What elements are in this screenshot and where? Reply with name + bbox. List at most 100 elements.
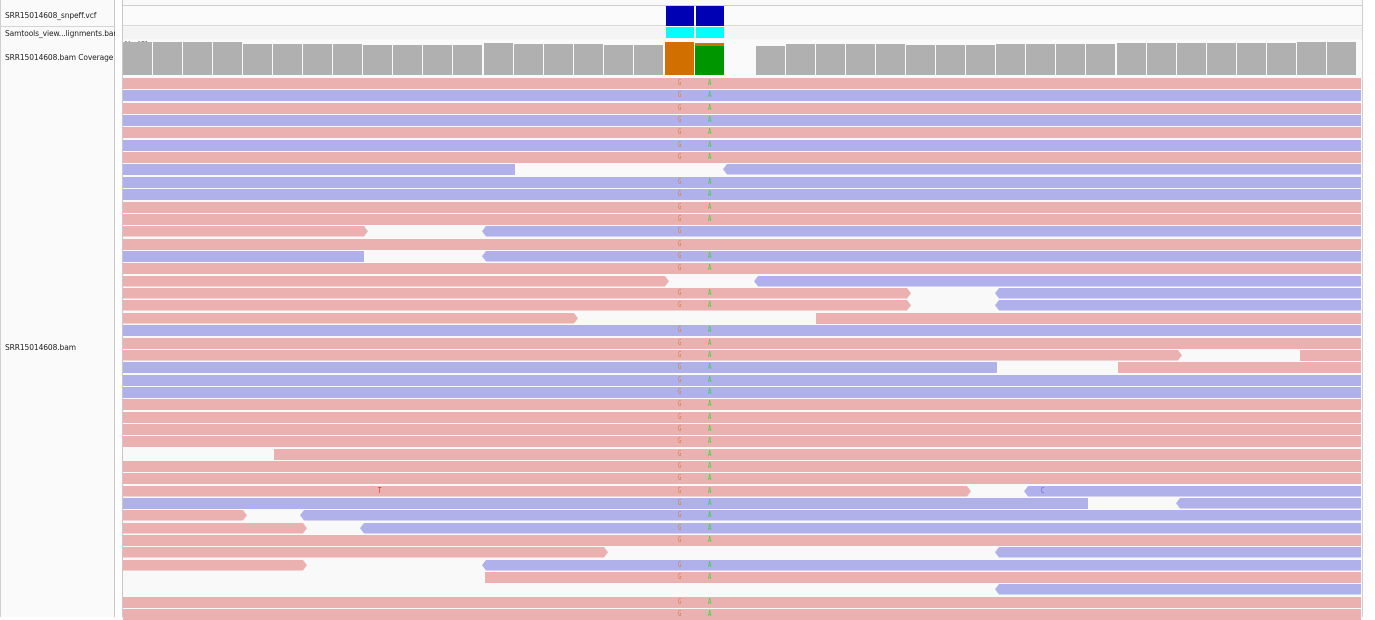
junction-track-label[interactable]: Samtools_view...lignments.bam	[5, 29, 121, 38]
coverage-bar[interactable]	[1117, 43, 1146, 75]
read-alignment[interactable]	[123, 510, 247, 521]
allele-frequency-bar[interactable]	[695, 43, 724, 46]
coverage-track-label[interactable]: SRR15014608.bam Coverage	[5, 53, 114, 62]
vcf-track[interactable]	[123, 5, 1362, 26]
read-alignment[interactable]	[816, 313, 1361, 324]
coverage-bar[interactable]	[1177, 43, 1206, 75]
coverage-bar[interactable]	[574, 44, 603, 75]
coverage-bar[interactable]	[1267, 43, 1296, 75]
coverage-bar[interactable]	[1086, 44, 1115, 75]
coverage-bar[interactable]	[1237, 43, 1266, 75]
read-alignment[interactable]	[123, 164, 515, 175]
coverage-bar[interactable]	[996, 44, 1025, 75]
read-alignment[interactable]	[123, 313, 578, 324]
coverage-bar[interactable]	[484, 43, 513, 75]
read-alignment[interactable]	[123, 251, 364, 262]
read-alignment[interactable]	[123, 276, 669, 287]
coverage-bar[interactable]	[1147, 43, 1176, 75]
read-alignment[interactable]	[123, 560, 307, 571]
coverage-bar[interactable]	[213, 42, 242, 75]
coverage-bar[interactable]	[846, 44, 875, 75]
vcf-variant[interactable]	[666, 6, 694, 26]
alignment-track-label[interactable]: SRR15014608.bam	[5, 343, 76, 352]
coverage-bar[interactable]	[786, 44, 815, 75]
coverage-bar[interactable]	[634, 45, 663, 75]
coverage-bar[interactable]	[1297, 42, 1326, 75]
coverage-bar[interactable]	[333, 44, 362, 75]
coverage-bar[interactable]	[906, 45, 935, 75]
read-alignment[interactable]: G	[123, 239, 1361, 250]
vcf-genotype[interactable]	[666, 27, 694, 38]
read-alignment[interactable]: G	[482, 226, 1361, 237]
read-alignment[interactable]	[995, 300, 1361, 311]
coverage-bar[interactable]	[1207, 43, 1236, 75]
read-alignment[interactable]	[1118, 362, 1361, 373]
read-alignment[interactable]	[123, 226, 368, 237]
allele-frequency-bar[interactable]	[665, 42, 694, 75]
read-alignment[interactable]: C	[1024, 486, 1361, 497]
coverage-bar[interactable]	[1026, 44, 1055, 75]
panel-divider[interactable]	[115, 0, 123, 617]
coverage-bar[interactable]	[183, 42, 212, 75]
coverage-bar[interactable]	[393, 45, 422, 75]
coverage-bar[interactable]	[363, 45, 392, 75]
scrollbar-area[interactable]	[1362, 0, 1375, 617]
coverage-bar[interactable]	[243, 44, 272, 75]
read-alignment[interactable]	[723, 164, 1361, 175]
coverage-bar[interactable]	[123, 42, 152, 75]
read-alignment[interactable]	[754, 276, 1361, 287]
coverage-bar[interactable]	[1056, 44, 1085, 75]
coverage-bar[interactable]	[423, 45, 452, 75]
coverage-bar[interactable]	[756, 46, 785, 75]
coverage-bar[interactable]	[303, 44, 332, 75]
read-alignment[interactable]	[1176, 498, 1361, 509]
read-alignment[interactable]	[995, 547, 1361, 558]
data-panel[interactable]: [0 - 87] GAGAGAGAGAGAGAGAGAGAGAGGGAGAGAG…	[123, 0, 1362, 620]
vcf-track-label[interactable]: SRR15014608_snpeff.vcf	[5, 11, 97, 20]
read-alignment[interactable]	[123, 547, 608, 558]
coverage-bar[interactable]	[966, 45, 995, 75]
read-alignment[interactable]	[995, 584, 1361, 595]
vcf-variant[interactable]	[696, 6, 724, 26]
coverage-bar[interactable]	[514, 44, 543, 75]
vcf-genotype[interactable]	[696, 27, 724, 38]
coverage-bar[interactable]	[273, 44, 302, 75]
read-alignment[interactable]	[123, 523, 307, 534]
coverage-bar[interactable]	[453, 45, 482, 75]
allele-frequency-bar[interactable]	[695, 46, 724, 75]
junction-track[interactable]	[123, 27, 1362, 39]
